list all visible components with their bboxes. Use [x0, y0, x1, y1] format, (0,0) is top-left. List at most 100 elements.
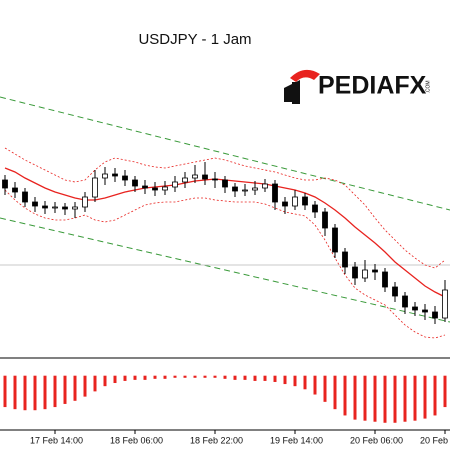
histogram-bar [83, 375, 87, 397]
histogram-bar [403, 375, 407, 422]
channel-lower [0, 217, 450, 323]
histogram-bar [33, 375, 37, 411]
histogram-bar [103, 375, 107, 387]
candle-body [352, 266, 358, 279]
histogram-bar [43, 375, 47, 410]
logo-icon [290, 69, 320, 82]
candle-body [292, 196, 298, 207]
candle-body [112, 173, 118, 177]
chart-title: USDJPY - 1 Jam [138, 31, 251, 48]
candle-body [2, 179, 8, 189]
candle-body [192, 174, 198, 179]
logo-icon [292, 82, 300, 104]
histogram-bar [423, 375, 427, 419]
histogram-bar [313, 375, 317, 395]
candle-body [402, 295, 408, 308]
candle-body [422, 309, 428, 313]
histogram-bar [233, 375, 237, 380]
candle-body [182, 177, 188, 183]
histogram-bar [193, 375, 197, 378]
logo: PEDIAFX .COM [284, 69, 431, 104]
candle-body [362, 269, 368, 279]
histogram-bar [143, 375, 147, 380]
x-tick-label: 18 Feb 22:00 [190, 435, 243, 445]
histogram-bar [23, 375, 27, 411]
candle-body [242, 189, 248, 192]
x-tick-label: 20 Feb 06:00 [350, 435, 403, 445]
x-tick-label: 17 Feb 14:00 [30, 435, 83, 445]
candle-body [132, 179, 138, 187]
candle-body [342, 251, 348, 268]
histogram-bar [13, 375, 17, 410]
histogram-bar [283, 375, 287, 385]
candle-body [212, 178, 218, 181]
histogram-bar [323, 375, 327, 402]
candle-body [252, 187, 258, 191]
candle-body [442, 289, 448, 319]
histogram-bar [123, 375, 127, 381]
candle-body [302, 196, 308, 206]
logo-text: PEDIAFX [318, 72, 427, 100]
candle-body [12, 187, 18, 193]
candle-body [332, 227, 338, 253]
histogram-bar [363, 375, 367, 421]
histogram-bar [153, 375, 157, 379]
candle-body [412, 306, 418, 311]
candle-body [282, 201, 288, 207]
histogram-bar [133, 375, 137, 380]
histogram-bar [413, 375, 417, 421]
candle-body [172, 181, 178, 188]
histogram-bar [93, 375, 97, 392]
histogram-bar [63, 375, 67, 404]
candle-body [272, 183, 278, 203]
candle-body [382, 271, 388, 288]
histogram-bar [443, 375, 447, 408]
histogram-bar [53, 375, 57, 408]
histogram-bar [223, 375, 227, 379]
logo-suffix: .COM [425, 80, 431, 93]
histogram-bar [263, 375, 267, 381]
histogram-bar [383, 375, 387, 423]
histogram-bar [253, 375, 257, 381]
candle-body [52, 206, 58, 209]
histogram-bar [373, 375, 377, 422]
candle-body [322, 211, 328, 229]
candle-body [22, 191, 28, 203]
candle-body [142, 185, 148, 189]
candle-body [222, 179, 228, 188]
candle-body [152, 187, 158, 191]
upper-line [4, 147, 446, 269]
histogram-bar [243, 375, 247, 380]
histogram-bar [293, 375, 297, 387]
candle-body [92, 177, 98, 198]
candle-body [122, 175, 128, 181]
candle-body [162, 186, 168, 191]
candle-body [262, 183, 268, 189]
candle-body [42, 205, 48, 209]
histogram-bar [73, 375, 77, 401]
histogram-bar [333, 375, 337, 410]
candle-body [82, 196, 88, 208]
histogram-bar [393, 375, 397, 423]
histogram-bar [273, 375, 277, 382]
candle-body [32, 201, 38, 207]
candle-body [392, 286, 398, 297]
histogram-bar [113, 375, 117, 384]
x-tick-label: 18 Feb 06:00 [110, 435, 163, 445]
histogram-bar [433, 375, 437, 416]
candle-body [232, 186, 238, 192]
candle-body [72, 206, 78, 210]
candle-body [372, 269, 378, 273]
histogram-bar [163, 375, 167, 379]
histogram-bar [203, 375, 207, 378]
histogram-bar [343, 375, 347, 416]
histogram-bar [303, 375, 307, 390]
lower-line [4, 189, 446, 339]
candle-body [312, 204, 318, 213]
histogram-bar [173, 375, 177, 378]
histogram-bar [183, 375, 187, 378]
candle-body [62, 206, 68, 210]
candle-body [202, 174, 208, 180]
